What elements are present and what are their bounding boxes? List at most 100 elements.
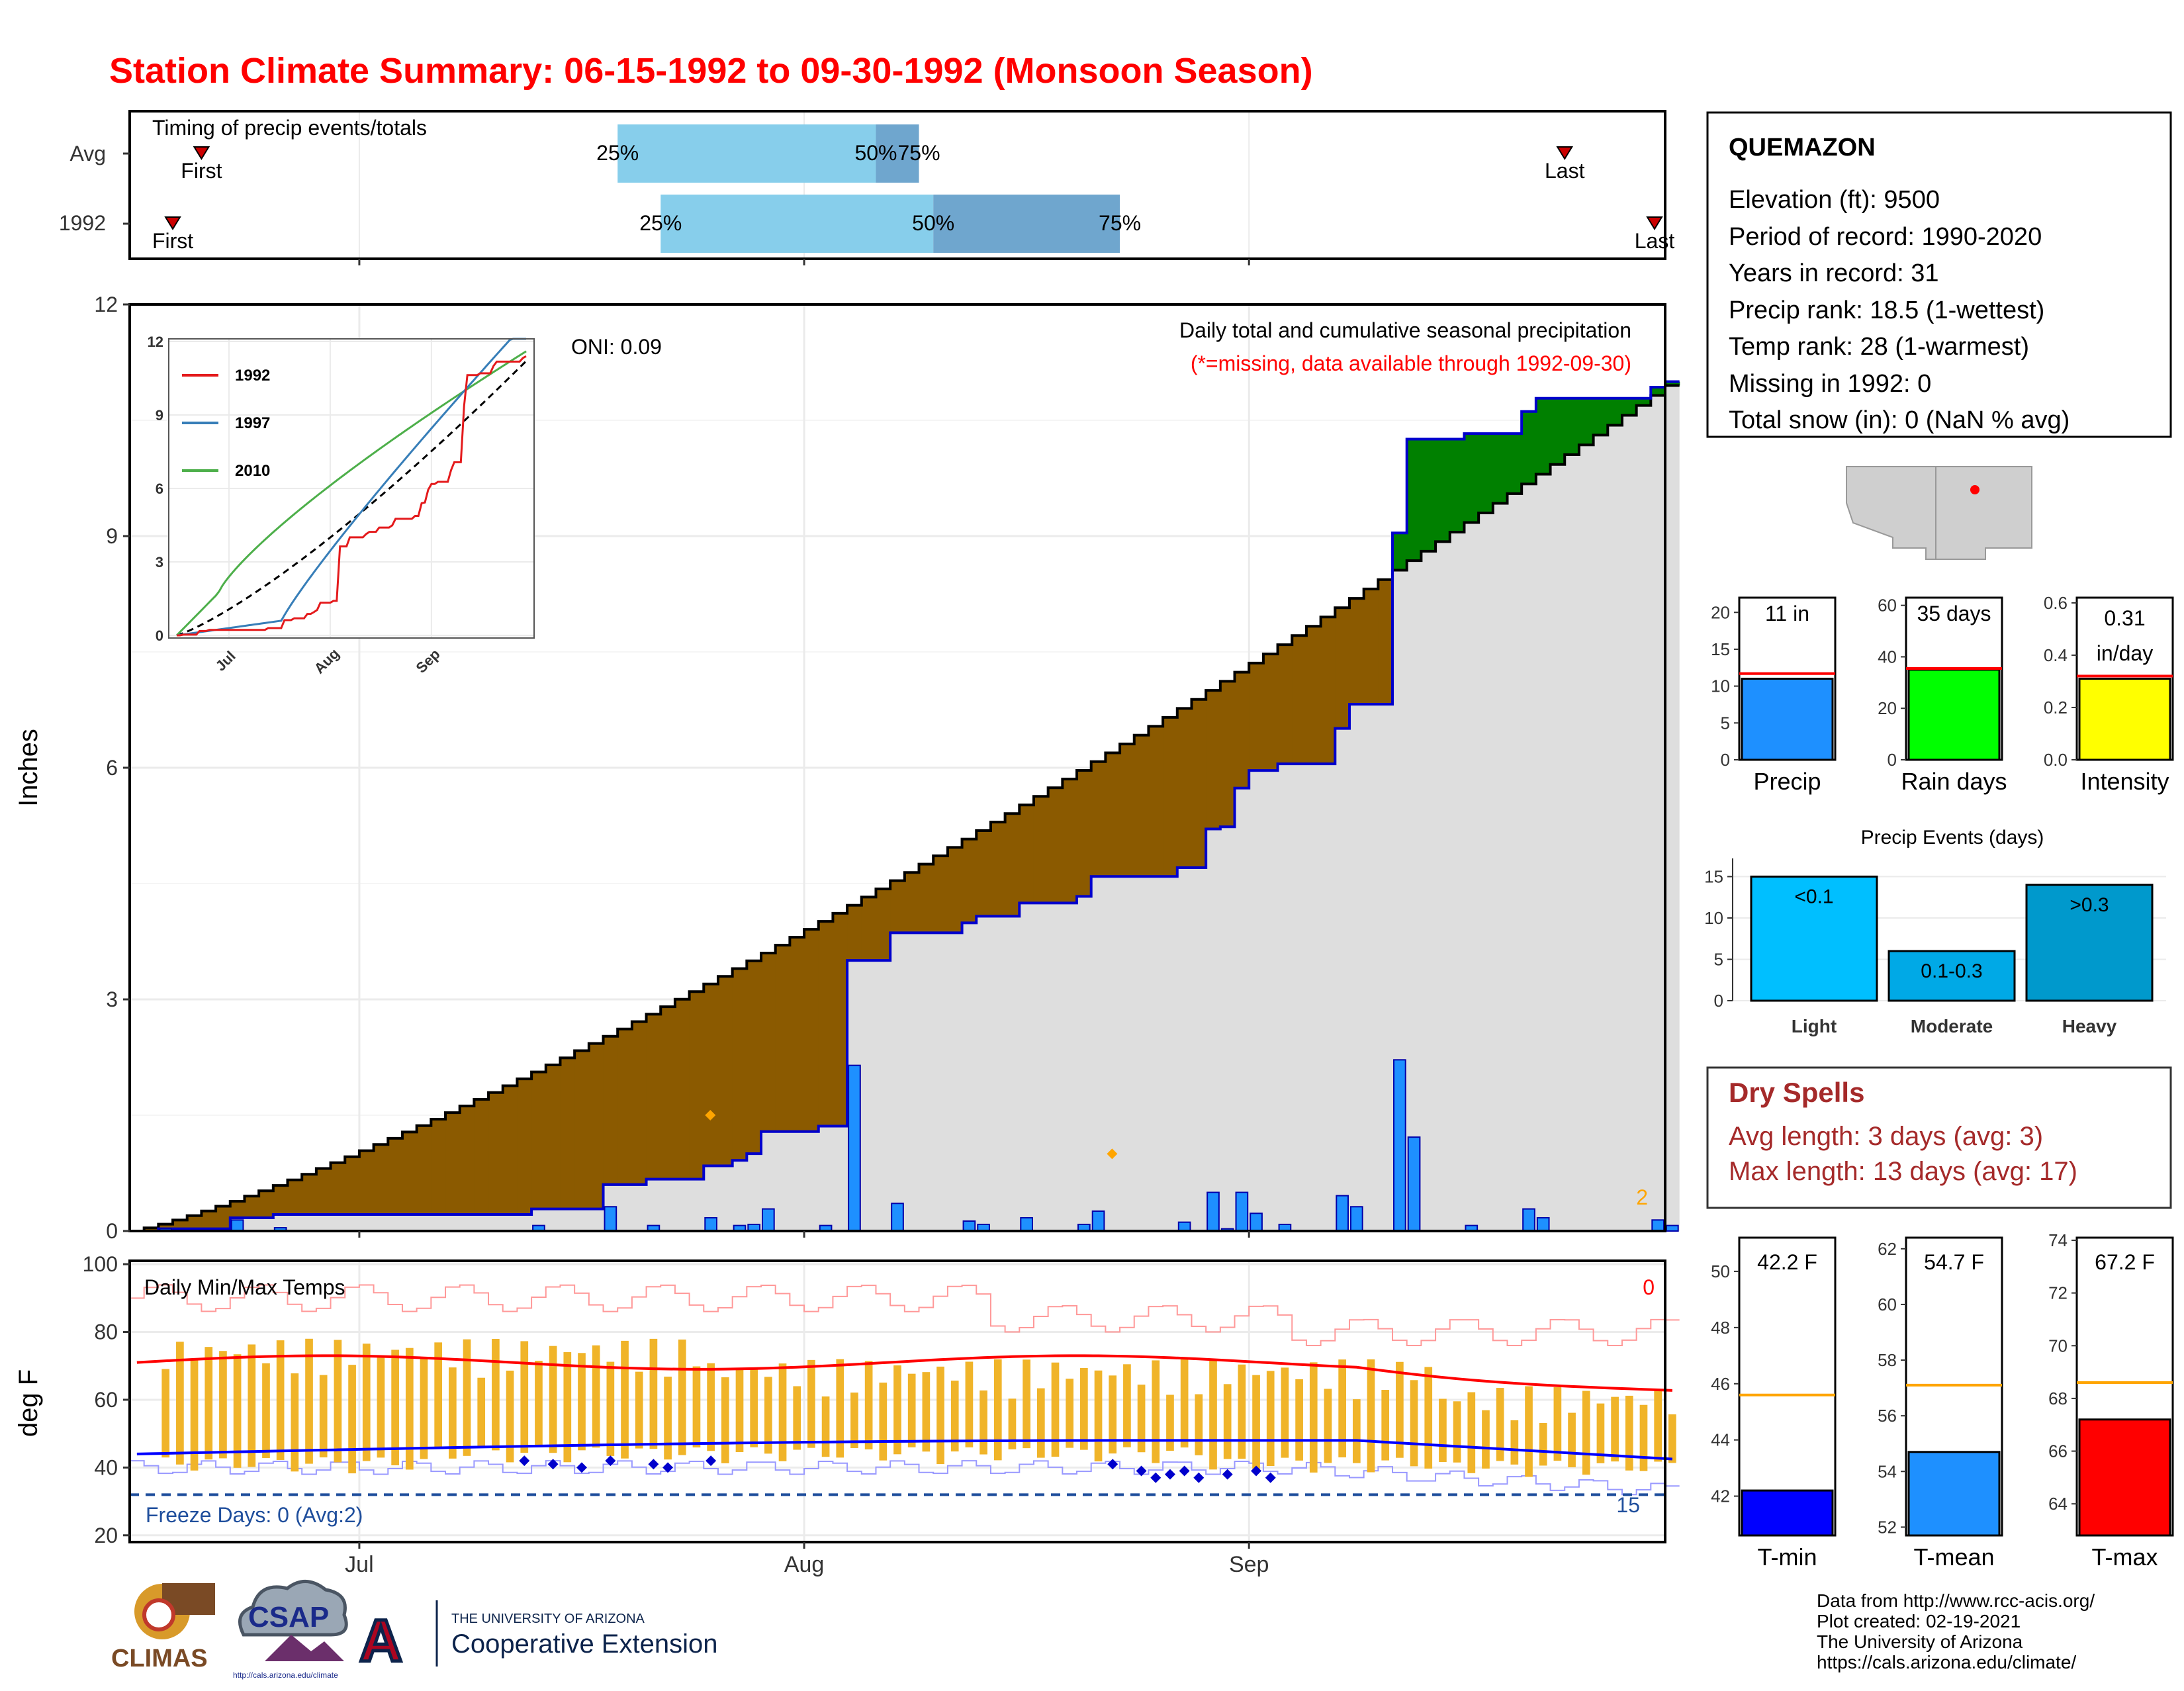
daily-temp-range-bar <box>1525 1386 1533 1477</box>
temp-min-count: 15 <box>1616 1493 1640 1517</box>
daily-temp-range-bar <box>377 1355 385 1458</box>
station-line-3: Years in record: 31 <box>1729 259 1939 287</box>
below-average-area <box>717 976 733 1166</box>
page-title: Station Climate Summary: 06-15-1992 to 0… <box>109 51 1313 91</box>
precip-y-tick-label: 0 <box>106 1219 118 1243</box>
daily-temp-range-bar <box>1396 1361 1404 1458</box>
below-average-area <box>1191 699 1206 868</box>
daily-temp-range-bar <box>678 1339 686 1455</box>
timing-q2-bar <box>933 195 1120 253</box>
station-line-6: Missing in 1992: 0 <box>1729 370 1931 398</box>
above-average-area <box>1651 387 1666 396</box>
record-low-marker <box>648 1459 659 1470</box>
below-average-area <box>1148 726 1163 877</box>
daily-temp-range-bar <box>1496 1388 1504 1461</box>
daily-temp-range-bar <box>1510 1420 1519 1465</box>
above-average-area <box>1636 398 1651 406</box>
events-bar <box>1888 950 2016 1002</box>
record-low-marker <box>1179 1465 1190 1477</box>
timing-p50-label: 50% <box>854 141 897 165</box>
below-average-area <box>1349 598 1365 704</box>
events-bar-label: 0.1-0.3 <box>1921 960 1982 982</box>
daily-temp-range-bar <box>807 1359 815 1448</box>
inset-y-tick-label: 6 <box>156 480 163 497</box>
climas-logo-text: CLIMAS <box>111 1645 208 1672</box>
below-average-area <box>1320 617 1336 764</box>
daily-temp-range-bar <box>1338 1359 1346 1457</box>
temp-summary-y-tick-label: 54 <box>1878 1461 1897 1481</box>
daily-temp-range-bar <box>1223 1384 1232 1459</box>
daily-temp-range-bar <box>879 1383 887 1461</box>
daily-temp-range-bar <box>1266 1371 1275 1467</box>
daily-temp-range-bar <box>764 1377 772 1454</box>
temp-summary-y-tick-label: 66 <box>2048 1441 2068 1461</box>
timing-q1-bar <box>617 124 876 183</box>
summary-bar <box>1907 668 2001 761</box>
daily-temp-range-bar <box>1094 1370 1103 1462</box>
below-average-area <box>545 1065 561 1209</box>
record-low-marker <box>705 1455 717 1467</box>
below-average-area <box>216 1206 231 1229</box>
summary-value-label: 0.31 <box>2104 606 2145 630</box>
below-average-area <box>1277 645 1293 764</box>
temp-summary-y-tick-label: 68 <box>2048 1389 2068 1408</box>
summary-y-tick-label: 40 <box>1878 647 1897 666</box>
daily-temp-range-bar <box>1066 1379 1074 1448</box>
daily-temp-range-bar <box>893 1365 901 1455</box>
daily-temp-range-bar <box>1467 1392 1476 1473</box>
below-average-area <box>775 945 790 1132</box>
below-average-area <box>1134 735 1150 877</box>
last-event-label: Last <box>1545 159 1585 183</box>
temp-x-tick-label: Aug <box>784 1552 825 1577</box>
record-low-marker <box>576 1462 587 1473</box>
daily-temp-range-bar <box>405 1348 414 1470</box>
daily-precip-bar <box>891 1203 904 1232</box>
daily-precip-bar <box>1522 1208 1535 1232</box>
summary-y-tick-label: 0.0 <box>2044 750 2068 770</box>
precip-missing-count: 2 <box>1636 1185 1648 1209</box>
daily-temp-range-bar <box>506 1370 514 1463</box>
csap-logo-cloud <box>238 1580 348 1637</box>
record-low-marker <box>1150 1472 1161 1483</box>
precip-legend-line1: Daily total and cumulative seasonal prec… <box>1179 318 1631 342</box>
station-name: QUEMAZON <box>1729 134 1876 161</box>
below-average-area <box>187 1215 203 1229</box>
inset-legend: 1992 1997 2010 <box>182 367 270 480</box>
record-min-line <box>130 1460 1680 1496</box>
temp-summary-value-label: 54.7 F <box>1924 1250 1984 1274</box>
temp-summary-bar <box>1907 1451 2001 1537</box>
missing-data-marker <box>1107 1148 1118 1160</box>
temp-summary-value-label: 42.2 F <box>1757 1250 1817 1274</box>
precip-events-chart: Precip Events (days) 0 5 10 15 <0.1 Light 0.1-0… <box>1704 827 2166 1036</box>
record-low-marker <box>605 1455 616 1467</box>
climas-logo-sun <box>142 1598 175 1631</box>
daily-temp-range-bar <box>1051 1362 1060 1457</box>
record-max-line <box>130 1284 1680 1347</box>
station-box-frame <box>1706 111 2172 438</box>
daily-temp-range-bar <box>492 1339 500 1451</box>
timing-row-label-avg: Avg <box>69 142 106 165</box>
daily-temp-range-bar <box>1553 1387 1562 1461</box>
first-event-label: First <box>181 159 222 183</box>
climas-logo: CLIMAS <box>111 1583 215 1672</box>
daily-temp-range-bar <box>1539 1423 1547 1466</box>
below-average-area <box>1220 681 1236 827</box>
below-average-area <box>345 1156 360 1214</box>
last-event-marker <box>1556 146 1574 160</box>
average-max-line <box>136 1354 1672 1392</box>
summary-y-tick-label: 20 <box>1711 602 1730 622</box>
average-min-line <box>136 1439 1672 1461</box>
temp-summary-y-tick-label: 50 <box>1711 1261 1730 1281</box>
record-low-marker <box>1222 1469 1233 1480</box>
daily-precip-bar <box>1349 1206 1363 1232</box>
daily-precip-bar <box>1020 1216 1033 1232</box>
timing-label: Timing of precip events/totals <box>152 116 427 140</box>
ua-logo-line1: THE UNIVERSITY OF ARIZONA <box>451 1612 645 1626</box>
daily-temp-range-bar <box>1166 1394 1174 1451</box>
daily-temp-range-bar <box>1352 1399 1361 1463</box>
inset-average-line <box>176 360 527 637</box>
csap-logo-mountain <box>265 1635 344 1661</box>
temp-summary-label: T-min <box>1758 1543 1817 1571</box>
